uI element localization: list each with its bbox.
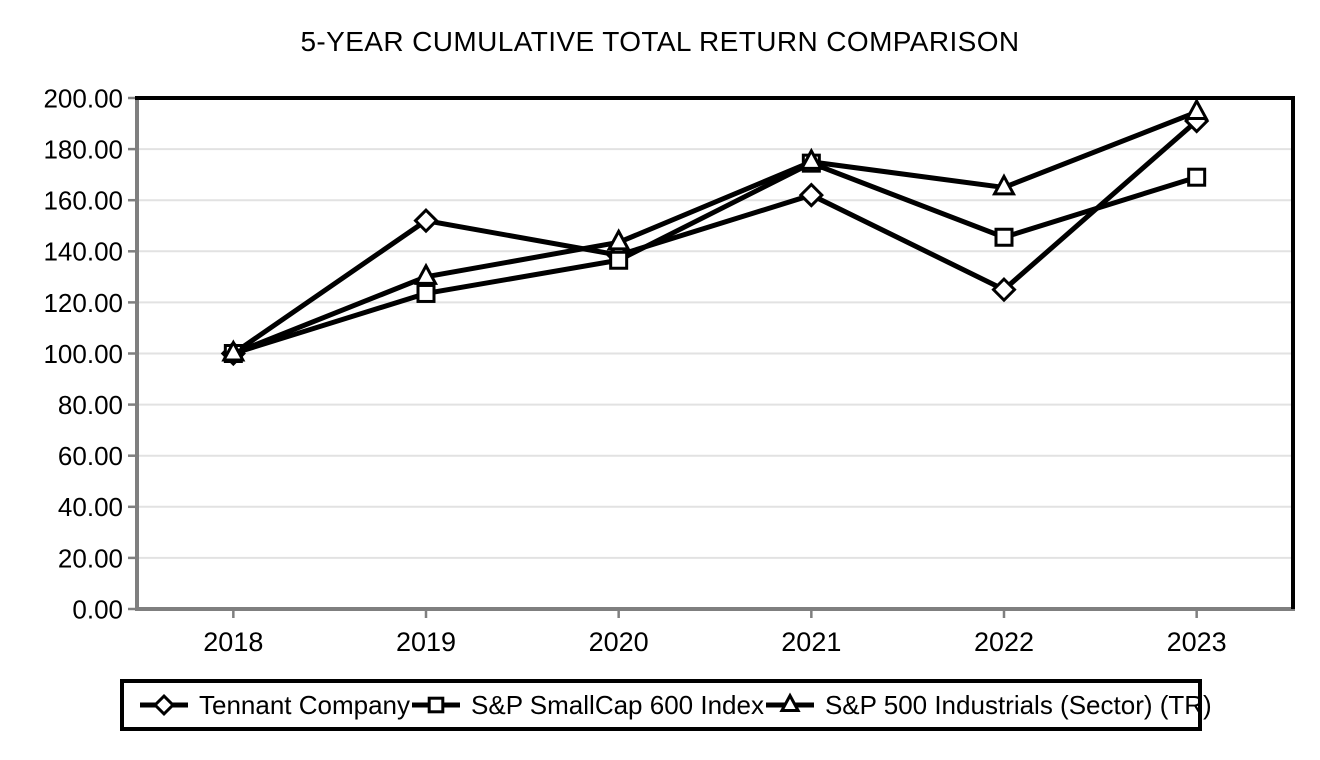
- legend-item: Tennant Company: [138, 690, 410, 721]
- x-axis-label: 2022: [974, 627, 1034, 657]
- series-line-0: [231, 119, 1199, 356]
- legend-label: S&P 500 Industrials (Sector) (TR): [824, 689, 1212, 720]
- line-chart-plot: 0.00 20.00 40.00 60.00 80.00 100.00 120.00 140.…: [43, 83, 1295, 657]
- y-axis-label: 20.00: [58, 543, 123, 573]
- y-axis-label: 80.00: [58, 390, 123, 420]
- triangle-marker: [606, 228, 631, 251]
- square-marker: [416, 283, 436, 303]
- x-axis-label: 2020: [589, 627, 649, 657]
- diamond-icon: [140, 693, 188, 717]
- y-axis-label: 100.00: [43, 339, 123, 369]
- y-axis-label: 0.00: [72, 594, 123, 624]
- y-axis-label: 160.00: [43, 186, 123, 216]
- y-axis-label: 140.00: [43, 237, 123, 267]
- triangle-marker: [1184, 97, 1209, 121]
- y-axis-label: 120.00: [43, 288, 123, 318]
- triangle-glyph: [779, 692, 801, 713]
- triangle-marker: [221, 339, 246, 362]
- series-line-2: [232, 109, 1198, 356]
- x-axis-label: 2018: [203, 627, 263, 657]
- square-marker: [1187, 167, 1207, 187]
- legend-item: S&P SmallCap 600 Index: [410, 690, 764, 721]
- triangle-marker: [991, 173, 1017, 196]
- legend-label: Tennant Company: [199, 689, 411, 720]
- series-line-1: [232, 160, 1198, 356]
- y-axis-label: 180.00: [43, 134, 123, 164]
- square-glyph: [427, 696, 445, 714]
- chart-legend: Tennant Company S&P SmallCap 600 Index S&P…: [120, 679, 1212, 731]
- x-axis-label: 2019: [396, 627, 456, 657]
- diamond-marker: [413, 208, 439, 234]
- triangle-icon: [765, 692, 814, 713]
- legend-label: S&P SmallCap 600 Index: [471, 689, 764, 720]
- y-axis-label: 200.00: [43, 83, 123, 113]
- triangle-marker: [413, 262, 439, 285]
- square-marker: [609, 250, 629, 270]
- y-axis-label: 60.00: [58, 441, 123, 471]
- diamond-marker: [991, 277, 1017, 303]
- triangle-marker: [799, 147, 824, 170]
- square-icon: [412, 696, 461, 714]
- y-axis-label: 40.00: [58, 492, 123, 522]
- diamond-marker: [798, 182, 824, 208]
- legend-item: S&P 500 Industrials (Sector) (TR): [764, 690, 1212, 721]
- x-axis-label: 2023: [1167, 627, 1227, 657]
- square-marker: [994, 227, 1014, 247]
- chart-title: 5-YEAR CUMULATIVE TOTAL RETURN COMPARISO…: [300, 26, 1020, 57]
- x-axis-label: 2021: [781, 627, 841, 657]
- diamond-glyph: [152, 693, 176, 717]
